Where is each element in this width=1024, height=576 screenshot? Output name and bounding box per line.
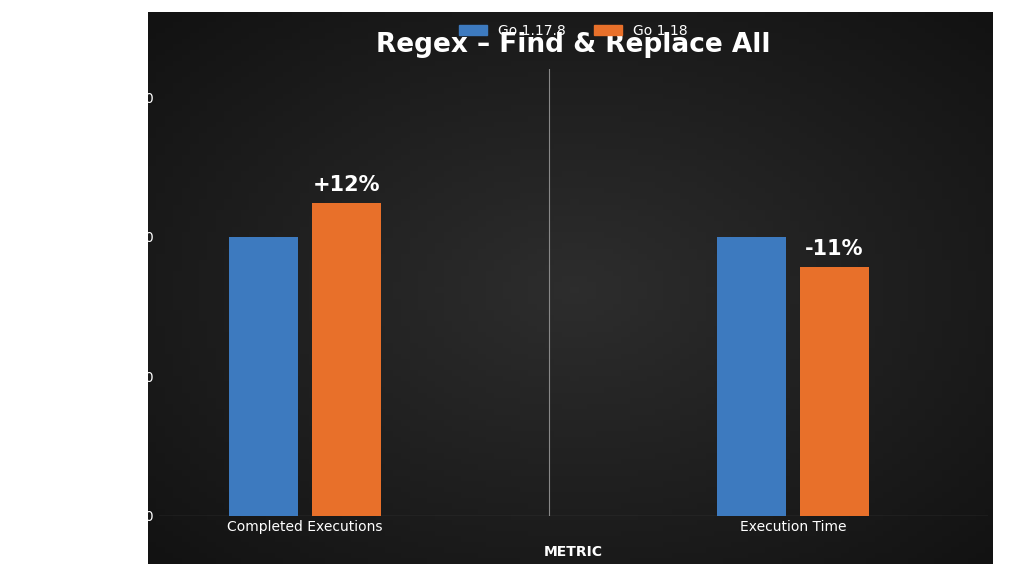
Bar: [312, 203, 381, 516]
Bar: [718, 237, 785, 516]
Bar: [801, 267, 868, 516]
Title: Regex – Find & Replace All: Regex – Find & Replace All: [376, 32, 771, 58]
Y-axis label: RELATIVE PERFORMANCE: RELATIVE PERFORMANCE: [98, 194, 112, 391]
Text: -11%: -11%: [805, 239, 863, 259]
Text: +12%: +12%: [312, 175, 380, 195]
Bar: [229, 237, 298, 516]
Legend: Go 1.17.8, Go 1.18: Go 1.17.8, Go 1.18: [454, 18, 693, 43]
X-axis label: METRIC: METRIC: [544, 545, 603, 559]
